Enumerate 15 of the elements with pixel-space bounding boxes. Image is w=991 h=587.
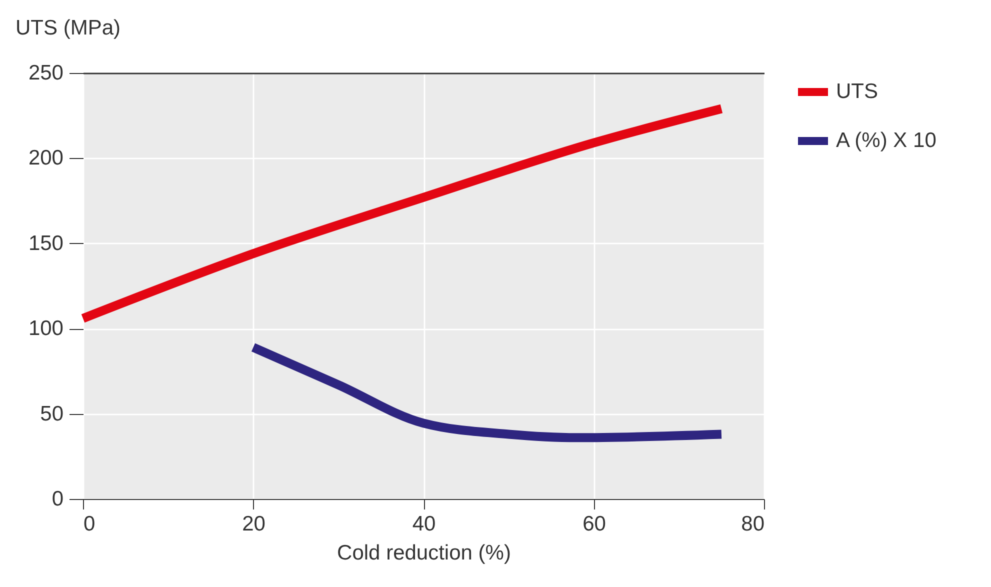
legend-label: UTS <box>836 80 878 103</box>
legend-label: A (%) X 10 <box>836 129 936 152</box>
y-axis-title: UTS (MPa) <box>16 16 120 40</box>
y-tick-label: 200 <box>28 146 64 170</box>
x-tick-label: 40 <box>412 512 436 536</box>
y-tick-label: 0 <box>52 488 64 510</box>
x-axis-title: Cold reduction (%) <box>337 542 511 564</box>
x-tick-label: 0 <box>84 512 96 536</box>
x-tick-label: 60 <box>582 512 606 536</box>
y-tick-label: 100 <box>28 317 64 340</box>
y-tick-label: 250 <box>28 62 64 84</box>
y-tick-label: 150 <box>28 232 64 255</box>
y-tick-label: 50 <box>40 402 64 426</box>
x-tick-label: 20 <box>242 512 266 536</box>
x-tick-label: 80 <box>741 512 764 536</box>
